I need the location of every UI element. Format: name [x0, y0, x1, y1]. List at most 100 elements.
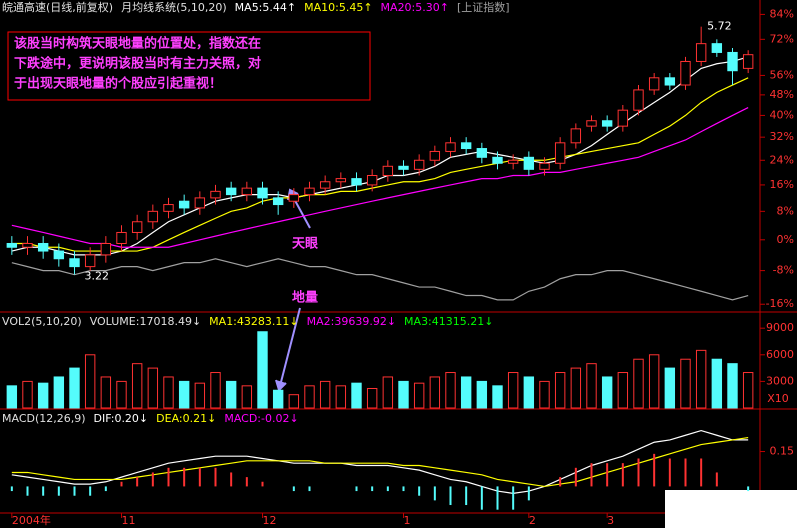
candle-body: [711, 43, 723, 53]
candle-body: [570, 128, 582, 144]
volume-bar: [507, 372, 519, 409]
y-tick-label: 9000: [766, 321, 794, 334]
header-text: MA20:5.30↑: [381, 1, 449, 14]
candle-body: [382, 165, 394, 176]
candle-body: [492, 156, 503, 164]
volume-bar: [523, 376, 535, 409]
volume-bar: [429, 376, 441, 409]
note-box: [7, 31, 371, 101]
volume-bar: [241, 385, 253, 409]
y-tick-label: -16%: [766, 297, 794, 310]
candle-body: [648, 77, 660, 91]
volume-bar: [445, 372, 456, 409]
candle-body: [507, 159, 519, 164]
header-text: VOLUME:17018.49↓: [90, 315, 201, 328]
x-tick-label: 1: [404, 514, 411, 527]
candle-body: [147, 210, 159, 223]
candle-body: [727, 51, 738, 72]
candle-body: [664, 77, 676, 86]
candle-body: [445, 142, 456, 152]
volume-bar: [22, 380, 33, 409]
volume-bar: [163, 376, 174, 409]
candle-body: [476, 148, 488, 158]
volume-bar: [100, 376, 112, 409]
volume-bar: [351, 382, 362, 409]
volume-bar: [116, 380, 127, 409]
y-tick-label: 8%: [777, 204, 794, 217]
candle-body: [633, 89, 644, 111]
volume-bar: [727, 363, 738, 409]
y-tick-label: 40%: [770, 108, 794, 121]
volume-bar: [382, 376, 394, 409]
candle-body: [617, 109, 629, 127]
volume-bar: [711, 358, 723, 409]
y-tick-label: 3000: [766, 374, 794, 387]
y-tick-label: 6000: [766, 348, 794, 361]
macd-line: [11, 429, 749, 495]
volume-bar: [225, 380, 237, 409]
candle-body: [6, 243, 18, 248]
volume-bar: [742, 372, 754, 409]
volume-bar: [680, 358, 691, 409]
x-tick-label: 2004年: [12, 513, 51, 527]
candle-body: [351, 178, 362, 186]
candle-body: [429, 150, 441, 161]
candle-body: [319, 181, 331, 189]
low-volume-label: 地量: [292, 290, 318, 306]
volume-bar: [304, 385, 315, 409]
candle-body: [100, 243, 112, 256]
volume-bar: [476, 380, 488, 409]
volume-bar: [366, 387, 378, 409]
volume-bar: [617, 372, 629, 409]
volume-bar: [398, 380, 409, 409]
candle-body: [116, 231, 127, 245]
candle-body: [742, 54, 754, 69]
candle-body: [225, 187, 237, 196]
corner-box: [665, 490, 797, 528]
x-tick-label: 11: [122, 514, 136, 527]
candle-body: [272, 197, 284, 206]
header-text: DEA:0.21↓: [156, 412, 216, 425]
y-tick-label: 56%: [770, 68, 794, 81]
macd-line: [11, 436, 749, 488]
volume-bar: [695, 349, 707, 409]
header-text: MACD:-0.02↓: [224, 412, 298, 425]
candle-body: [601, 120, 613, 127]
y-tick-label: 24%: [770, 153, 794, 166]
candle-body: [163, 204, 174, 212]
volume-bar: [257, 331, 268, 409]
unit-label: X10: [767, 392, 789, 405]
candle-body: [523, 156, 535, 170]
volume-bar: [586, 363, 597, 409]
candle-body: [288, 194, 300, 202]
volume-bar: [37, 382, 49, 409]
candle-body: [84, 254, 96, 268]
volume-bar: [601, 376, 613, 409]
note-line: 于出现天眼地量的个股应引起重视！: [14, 76, 222, 92]
header-text: MA5:5.44↑: [235, 1, 296, 14]
header-text: MA1:43283.11↓: [209, 315, 298, 328]
volume-bar: [6, 385, 18, 409]
volume-bar: [319, 380, 331, 409]
candle-body: [53, 250, 65, 260]
volume-bar: [633, 358, 644, 409]
y-tick-label: 84%: [770, 7, 794, 20]
candle-body: [304, 187, 315, 196]
x-tick-label: 12: [263, 514, 277, 527]
eye-label: 天眼: [292, 237, 319, 252]
candle-body: [366, 174, 378, 186]
candle-body: [460, 142, 472, 150]
y-tick-label: 72%: [770, 32, 794, 45]
low-label: 3.22: [85, 270, 110, 283]
candle-body: [586, 120, 597, 127]
header-text: 月均线系统(5,10,20): [121, 0, 227, 14]
volume-bar: [210, 372, 221, 409]
volume-bar: [288, 394, 300, 409]
y-tick-label: 16%: [770, 178, 794, 191]
header-text: 皖通高速(日线,前复权): [2, 0, 113, 14]
volume-bar: [335, 385, 347, 409]
volume-bar: [84, 354, 96, 409]
